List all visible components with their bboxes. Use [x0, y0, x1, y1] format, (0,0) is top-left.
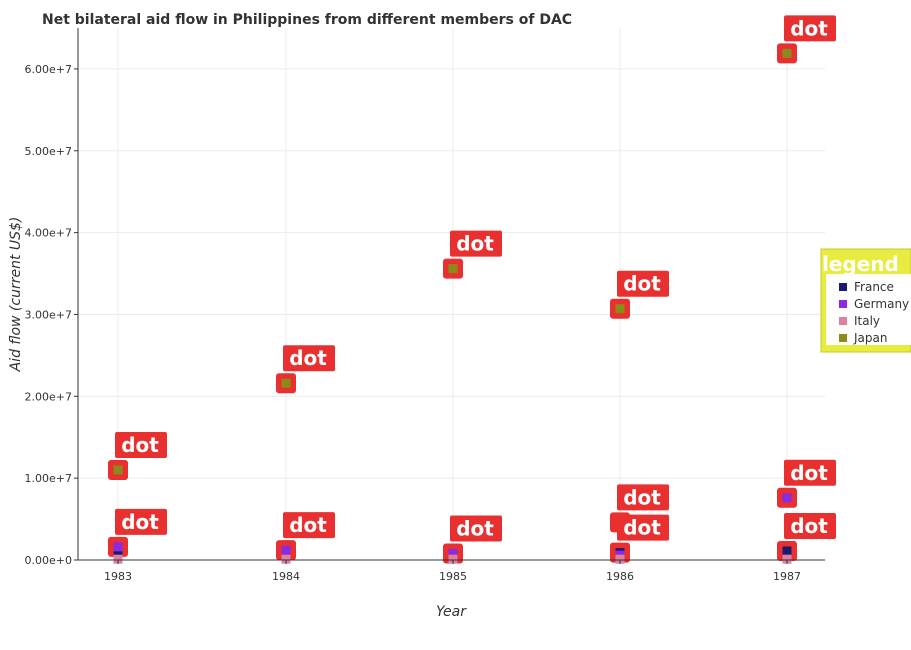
- y-tick-label: 3.00e+7: [25, 308, 72, 321]
- y-tick-label: 0.00e+0: [25, 554, 72, 567]
- legend-items: France Germany Italy Japan: [839, 280, 909, 345]
- legend-swatch: [839, 283, 847, 291]
- legend-label: Germany: [854, 297, 909, 311]
- y-tick-label: 4.00e+7: [25, 227, 72, 240]
- legend-label: Japan: [853, 331, 887, 345]
- annotation-label: dot: [289, 346, 327, 370]
- x-axis-label: Year: [436, 604, 467, 620]
- annotation-label: dot: [790, 461, 828, 485]
- y-tick-label: 1.00e+7: [25, 472, 72, 485]
- point-france: [782, 546, 792, 556]
- points: [113, 48, 792, 564]
- point-japan: [782, 48, 792, 58]
- annotation-box: [450, 515, 502, 542]
- annotation-label: dot: [456, 516, 494, 540]
- annotation-box: [784, 512, 836, 539]
- legend-label: Italy: [854, 314, 880, 328]
- legend-swatch: [839, 300, 847, 308]
- plot-background: [78, 28, 825, 560]
- annotation-label: dot: [121, 433, 159, 457]
- point-japan: [615, 304, 625, 314]
- annotation-box: [115, 431, 167, 458]
- point-japan: [281, 378, 291, 388]
- annotation-box: [283, 345, 335, 372]
- legend-swatch: [839, 334, 847, 342]
- annotation-label: dot: [623, 485, 661, 509]
- chart-title: Net bilateral aid flow in Philippines fr…: [42, 12, 572, 28]
- point-germany: [782, 493, 792, 503]
- annotation-box: [784, 15, 836, 42]
- annotation-box: [617, 270, 669, 297]
- annotation-box: [450, 230, 502, 257]
- annotation-label: dot: [623, 272, 661, 296]
- point-germany: [281, 545, 291, 555]
- annotation-label: dot: [790, 514, 828, 538]
- y-tick-label: 2.00e+7: [25, 390, 72, 403]
- y-tick-label: 5.00e+7: [25, 145, 72, 158]
- x-tick-label: 1986: [606, 570, 634, 583]
- y-axis-label: Aid flow (current US$): [8, 217, 24, 373]
- x-tick-label: 1983: [104, 570, 132, 583]
- annotation-label: dot: [623, 516, 661, 540]
- legend-title: legend: [822, 252, 899, 276]
- annotation-box: [617, 484, 669, 511]
- legend-swatch: [839, 317, 847, 325]
- plot-area: dot dot dot dot dot dot dot dot dot dot dot dot: [77, 15, 836, 564]
- x-tick-label: 1987: [773, 570, 801, 583]
- annotation-label: dot: [790, 16, 828, 40]
- x-tick-label: 1985: [439, 570, 467, 583]
- annotation-label: dot: [456, 232, 494, 256]
- annotation-box: [115, 508, 167, 535]
- point-japan: [448, 264, 458, 274]
- y-tick-label: 6.00e+7: [25, 63, 72, 76]
- x-tick-label: 1984: [272, 570, 300, 583]
- point-japan: [113, 465, 123, 475]
- annotation-label: dot: [289, 513, 327, 537]
- annotation-label: dot: [121, 510, 159, 534]
- legend: legend France Germany Italy Japan: [820, 248, 911, 353]
- x-ticks: 1983 1984 1985 1986 1987: [104, 560, 801, 583]
- annotations: dot dot dot dot dot dot dot dot dot dot dot dot: [108, 15, 836, 564]
- annotation-box: [617, 514, 669, 541]
- legend-label: France: [854, 280, 894, 294]
- annotation-box: [784, 459, 836, 486]
- y-ticks: 0.00e+0 1.00e+7 2.00e+7 3.00e+7 4.00e+7 5.00e…: [25, 63, 78, 567]
- point-germany: [113, 542, 123, 552]
- annotation-box: [283, 512, 335, 539]
